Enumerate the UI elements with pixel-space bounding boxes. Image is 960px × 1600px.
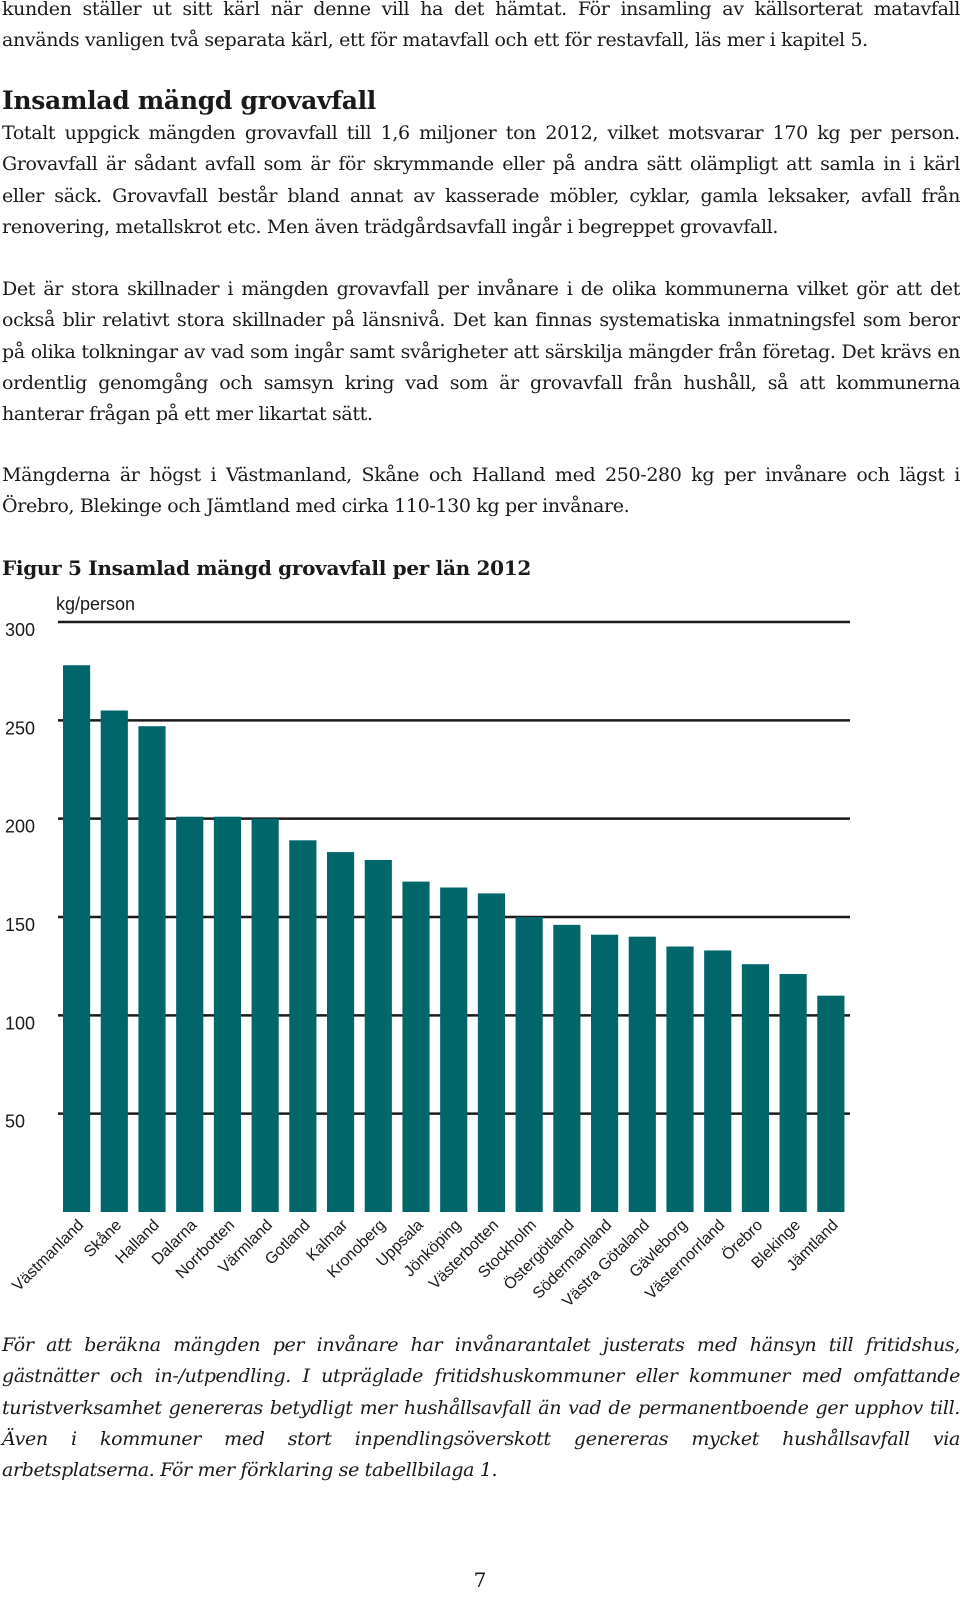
bar-norrbotten [213,816,242,1212]
y-tick-label: 150 [5,915,35,935]
bar-gävleborg [666,946,694,1212]
figure-caption: Figur 5 Insamlad mängd grovavfall per lä… [2,556,531,580]
bar-södermanland [591,934,619,1212]
y-tick-label: 300 [5,620,35,640]
bar-skåne [100,710,128,1212]
y-axis-ticks: 50 100 150 200 250 300 [5,620,35,1132]
bar-örebro [741,964,770,1212]
x-tick-label: Västmanland [9,1217,87,1295]
y-tick-label: 250 [5,718,35,738]
y-tick-label: 200 [5,817,35,837]
bar-kalmar [327,852,355,1212]
bar-jämtland [817,995,845,1212]
paragraph-3: Mängderna är högst i Västmanland, Skåne … [2,464,960,518]
bar-uppsala [402,881,430,1212]
bar-dalarna [176,816,204,1212]
bar-stockholm [515,917,543,1212]
bar-jönköping [440,887,468,1212]
bar-östergötland [553,924,581,1212]
bar-västerbotten [477,893,506,1212]
section-heading: Insamlad mängd grovavfall [2,86,376,115]
y-tick-label: 100 [5,1013,35,1033]
bar-halland [138,726,166,1212]
x-axis-labels: VästmanlandSkåneHallandDalarnaNorrbotten… [9,1216,841,1311]
bar-gotland [289,840,317,1212]
bar-blekinge [779,974,807,1212]
footnote: För att beräkna mängden per invånare har… [2,1334,960,1482]
bar-västernorrland [704,950,732,1212]
paragraph-2: Det är stora skillnader i mängden grovav… [2,278,960,426]
page-number: 7 [473,1568,487,1592]
bar-västmanland [63,665,91,1212]
bar-chart: 50 100 150 200 250 300 VästmanlandSkåneHallan… [5,594,850,1311]
paragraph-1: Totalt uppgick mängden grovavfall till 1… [2,122,960,238]
y-axis-label: kg/person [56,594,135,614]
bar-kronoberg [364,859,392,1212]
intro-paragraph: kunden ställer ut sitt kärl när denne vi… [2,0,960,52]
y-tick-label: 50 [5,1112,25,1132]
bar-värmland [251,818,279,1212]
bar-västra-götaland [628,936,656,1212]
bars [63,665,845,1212]
